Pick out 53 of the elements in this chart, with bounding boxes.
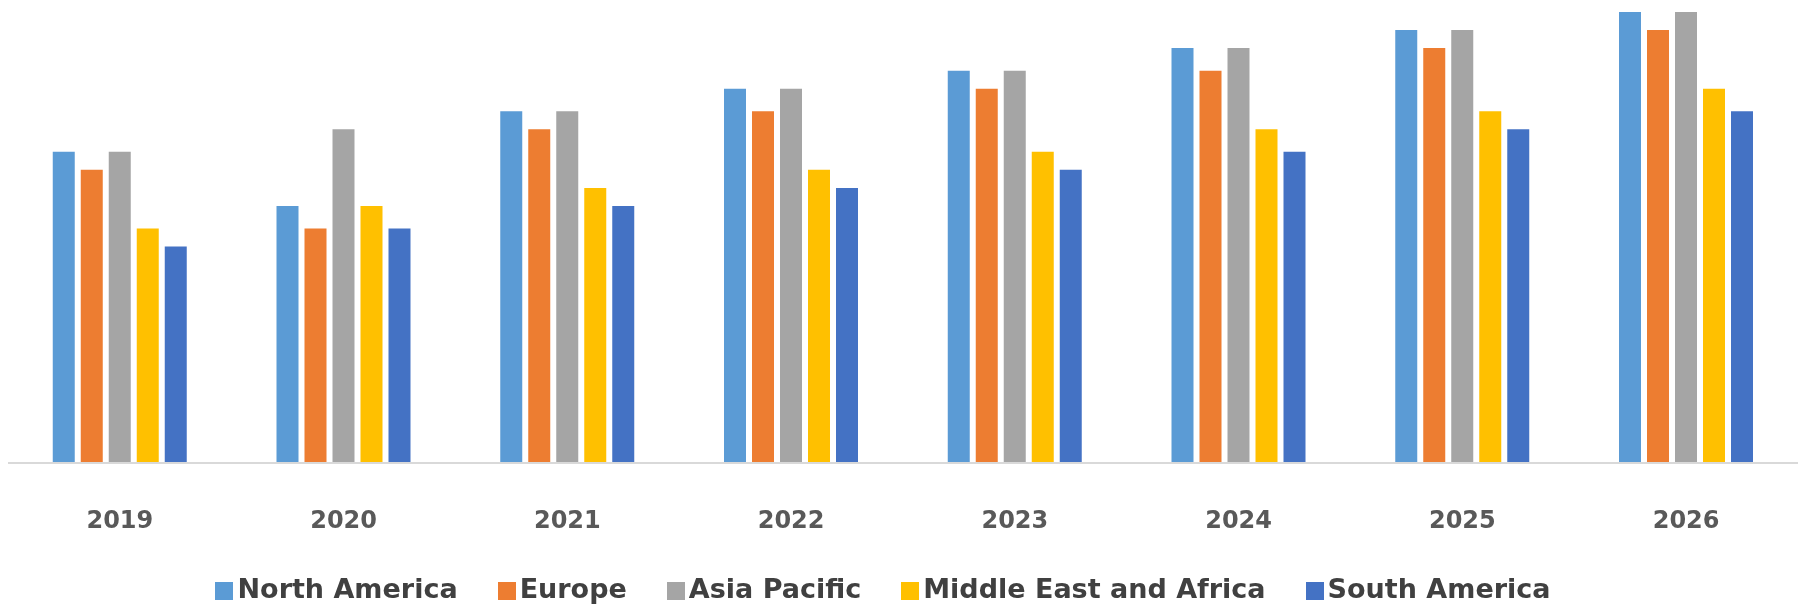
x-tick-label: 2023 [981, 506, 1049, 535]
bar [304, 228, 327, 463]
bar [1227, 48, 1250, 463]
bar [1675, 12, 1697, 463]
x-tick-label: 2020 [310, 506, 378, 535]
bar [1479, 111, 1502, 463]
x-tick-label: 2026 [1652, 506, 1720, 535]
bar [388, 228, 411, 463]
bar [136, 228, 159, 463]
bar [332, 129, 355, 463]
bar [528, 129, 551, 463]
x-tick-label: 2025 [1428, 506, 1496, 535]
bar [556, 111, 579, 463]
bar [1171, 48, 1194, 463]
bar [584, 187, 607, 463]
bar [1283, 151, 1306, 463]
bar [1423, 48, 1446, 463]
bar [836, 187, 858, 463]
bar [360, 205, 383, 463]
legend-label: North America [237, 573, 458, 604]
legend-label: Europe [519, 573, 627, 604]
legend-label: South America [1327, 573, 1551, 604]
legend-label: Middle East and Africa [923, 573, 1266, 604]
bar [1031, 151, 1054, 463]
x-tick-label: 2022 [757, 506, 825, 535]
legend-label: Asia Pacific [688, 573, 862, 604]
bar [500, 111, 523, 463]
bar [1003, 70, 1026, 463]
bar [752, 111, 774, 463]
bar [1507, 129, 1530, 463]
bar [1647, 30, 1669, 463]
x-tick-label: 2021 [533, 506, 601, 535]
bar [1451, 30, 1474, 463]
x-tick-label: 2019 [86, 506, 154, 535]
bar [1199, 70, 1222, 463]
bar [1703, 88, 1725, 463]
bar [276, 205, 299, 463]
bar [108, 151, 131, 463]
bar [612, 205, 635, 463]
bar [1731, 111, 1753, 463]
bar [1255, 129, 1278, 463]
bar [975, 88, 998, 463]
bar [947, 70, 970, 463]
bar [52, 151, 75, 463]
x-tick-label: 2024 [1205, 506, 1273, 535]
bar [724, 88, 746, 463]
bar [1395, 30, 1418, 463]
bar [164, 246, 187, 463]
bar [780, 88, 802, 463]
bar [1619, 12, 1641, 463]
bar [1059, 169, 1082, 463]
bar [808, 169, 830, 463]
bar [80, 169, 103, 463]
